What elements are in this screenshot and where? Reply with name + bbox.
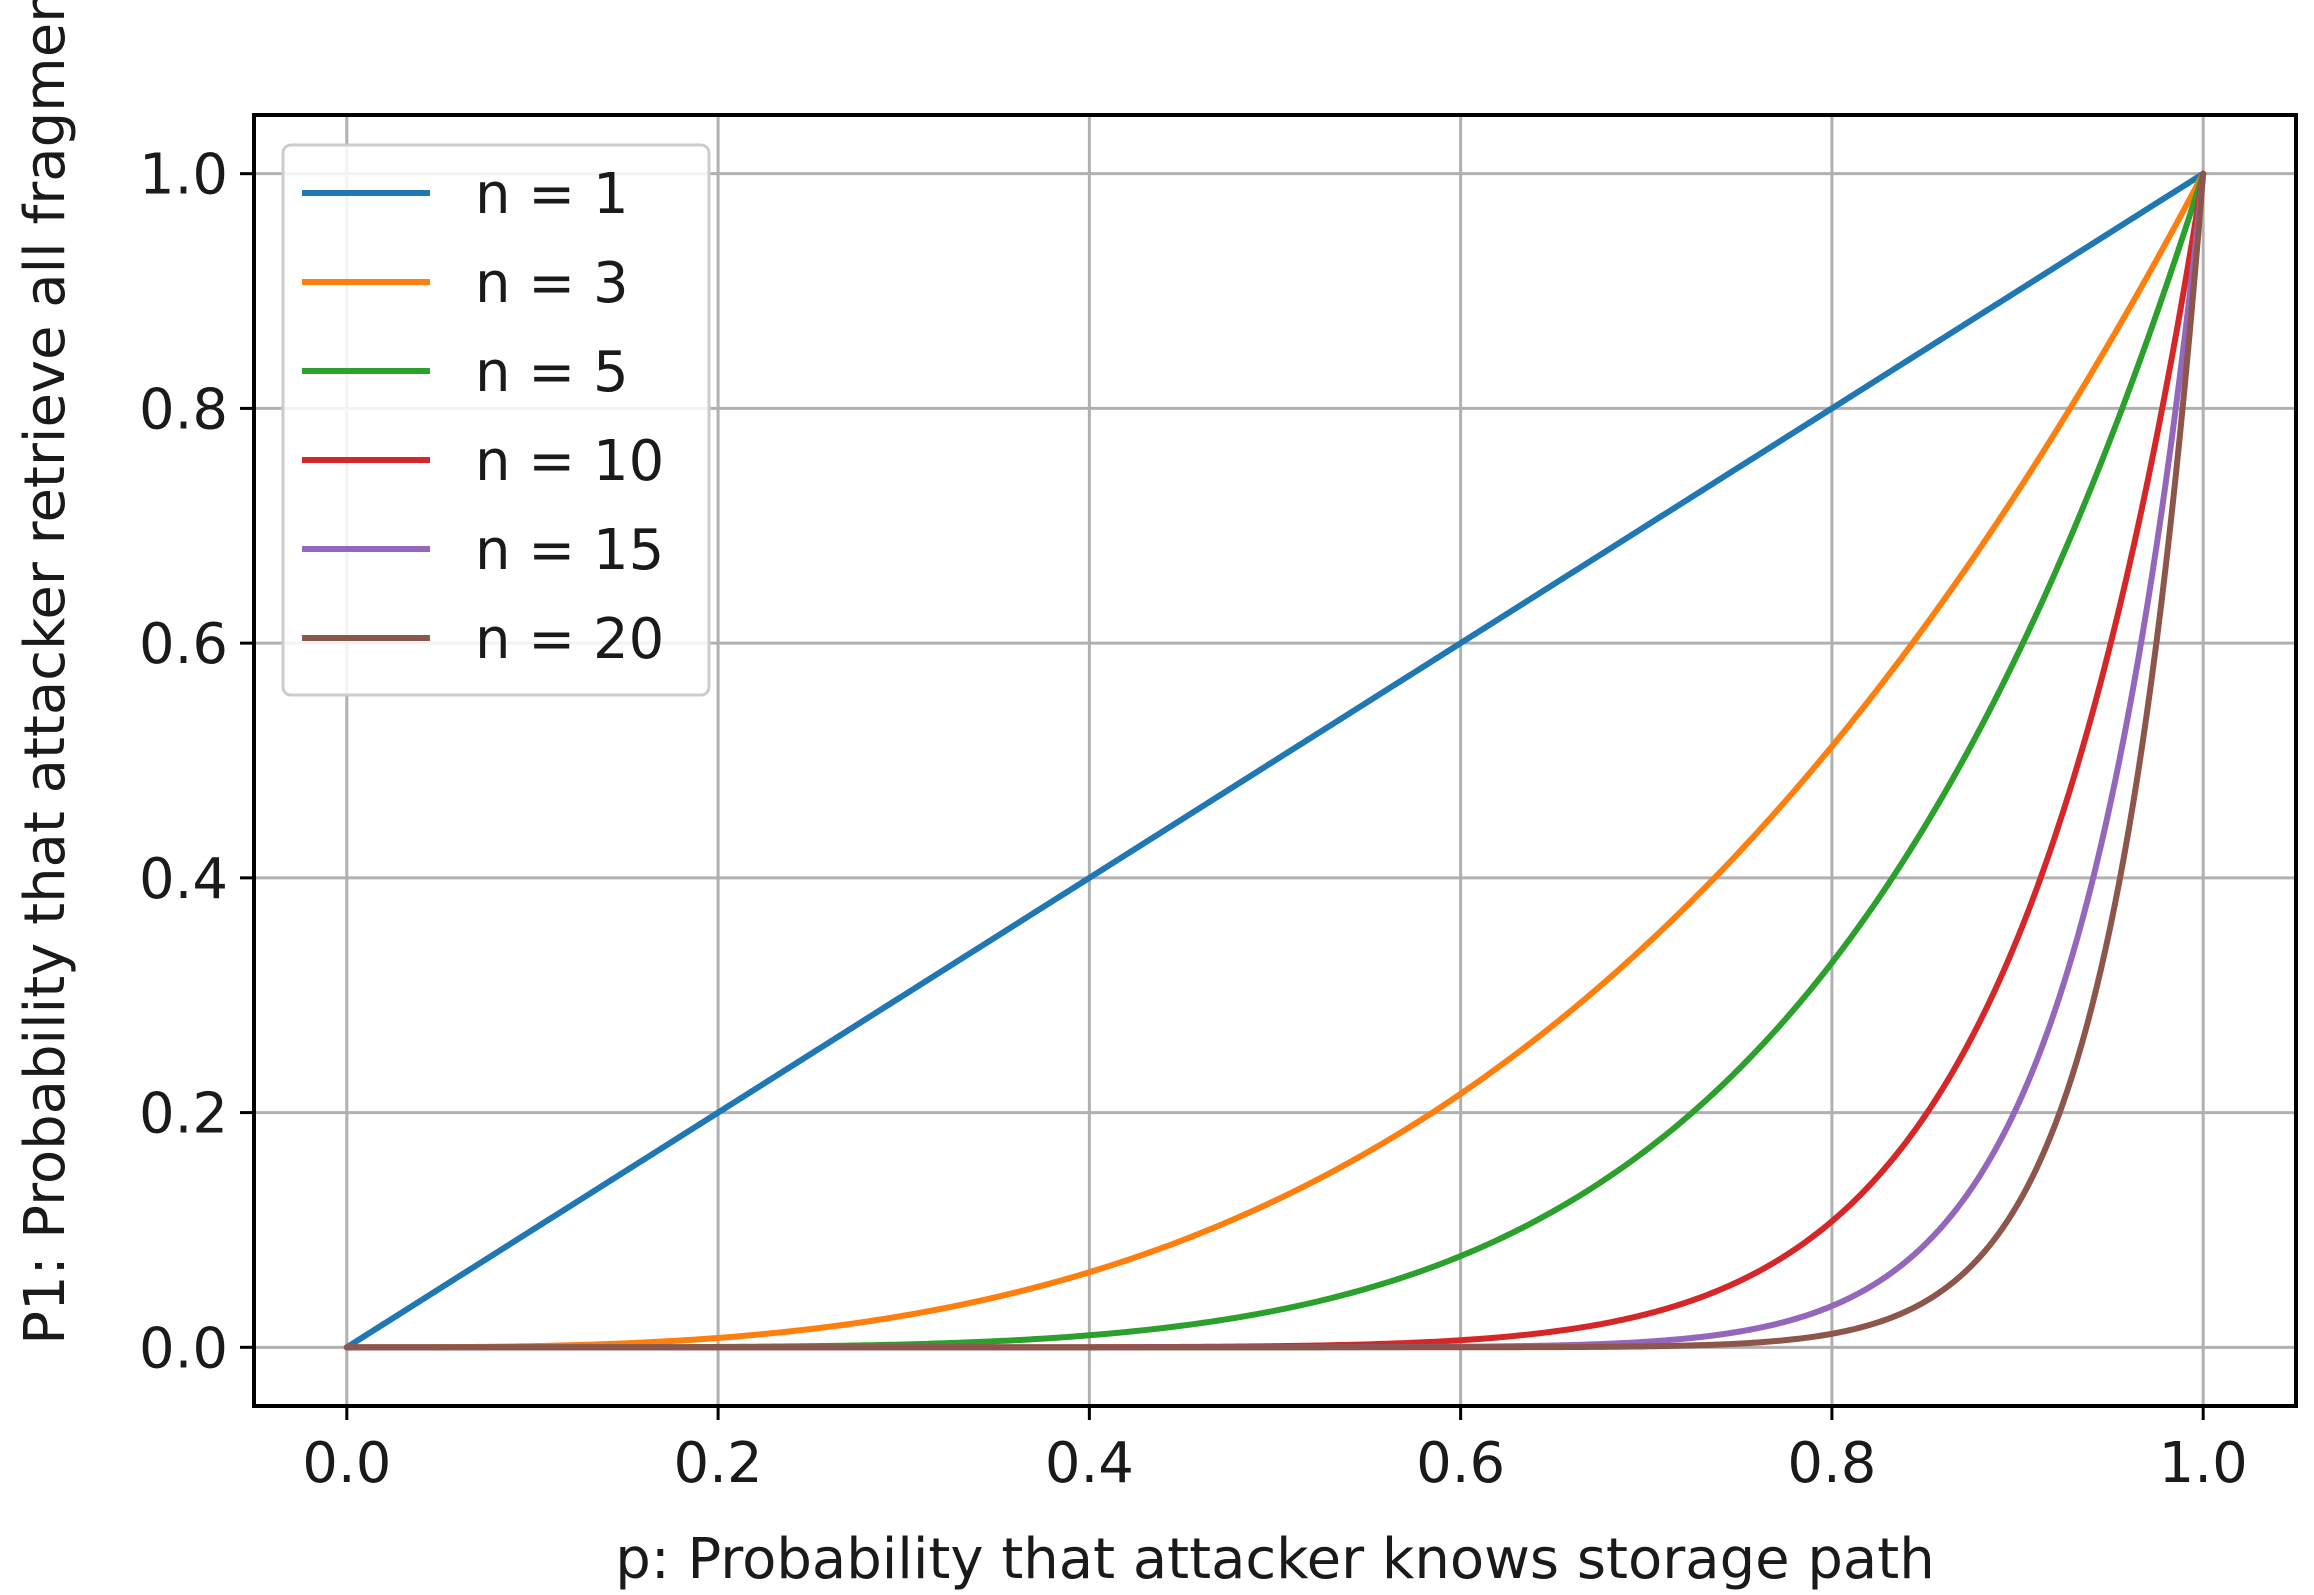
x-tick-label: 0.8 <box>1787 1431 1876 1496</box>
y-axis-ticks: 0.0 0.2 0.4 0.6 0.8 1.0 <box>139 143 254 1381</box>
y-axis-label: P1: Probability that attacker retrieve a… <box>13 0 78 1345</box>
y-tick-label: 0.6 <box>139 612 228 677</box>
y-tick-label: 0.2 <box>139 1082 228 1147</box>
legend-label: n = 10 <box>475 429 664 494</box>
x-tick-label: 1.0 <box>2159 1431 2248 1496</box>
series-line-n1 <box>343 170 2207 1351</box>
y-tick-label: 0.8 <box>139 377 228 442</box>
legend: n = 1 n = 3 n = 5 n = 10 n = 15 n = 20 <box>281 143 711 697</box>
x-tick-label: 0.4 <box>1045 1431 1134 1496</box>
legend-label: n = 3 <box>475 251 629 316</box>
series-line-n20 <box>343 170 2207 1351</box>
y-tick-label: 1.0 <box>139 143 228 208</box>
legend-items: n = 1 n = 3 n = 5 n = 10 n = 15 n = 20 <box>302 162 664 672</box>
x-tick-label: 0.2 <box>674 1431 763 1496</box>
plot-frame <box>252 113 2298 1408</box>
legend-label: n = 1 <box>475 162 629 227</box>
legend-label: n = 15 <box>475 518 664 583</box>
legend-label: n = 5 <box>475 340 629 405</box>
x-axis-ticks: 0.0 0.2 0.4 0.6 0.8 1.0 <box>302 1406 2248 1496</box>
series-lines <box>343 170 2207 1351</box>
x-tick-label: 0.0 <box>302 1431 391 1496</box>
x-axis-label: p: Probability that attacker knows stora… <box>615 1527 1934 1592</box>
y-tick-label: 0.0 <box>139 1316 228 1381</box>
y-tick-label: 0.4 <box>139 847 228 912</box>
legend-label: n = 20 <box>475 607 664 672</box>
x-tick-label: 0.6 <box>1416 1431 1505 1496</box>
series-line-n3 <box>343 170 2207 1351</box>
